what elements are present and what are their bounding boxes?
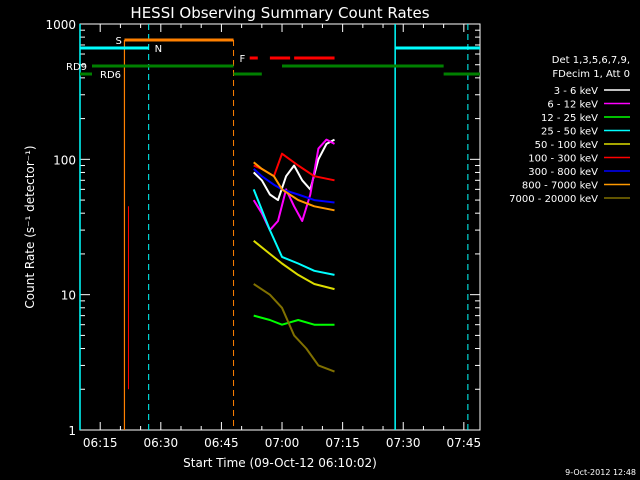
legend-header-1: Det 1,3,5,6,7,9, xyxy=(552,55,630,66)
legend: Det 1,3,5,6,7,9, FDecim 1, Att 0 3 - 6 k… xyxy=(509,55,630,205)
series-group xyxy=(252,138,335,373)
flag-label-f: F xyxy=(240,54,246,65)
legend-label: 7000 - 20000 keV xyxy=(509,194,598,205)
flag-label-n: N xyxy=(155,44,162,55)
legend-header-2: FDecim 1, Att 0 xyxy=(552,69,630,80)
legend-label: 3 - 6 keV xyxy=(554,86,598,97)
legend-label: 12 - 25 keV xyxy=(541,113,598,124)
y-axis: 1 10 100 1000 xyxy=(45,18,480,438)
x-axis: 06:15 06:30 06:45 07:00 07:15 07:30 07:45 xyxy=(79,24,482,450)
series-line-8 xyxy=(253,283,335,373)
x-tick-label: 07:15 xyxy=(325,436,360,450)
series-line-2 xyxy=(253,314,335,326)
x-tick-label: 06:30 xyxy=(144,436,179,450)
legend-label: 25 - 50 keV xyxy=(541,127,598,138)
plot-frame xyxy=(79,23,481,431)
x-tick-label: 07:00 xyxy=(265,436,300,450)
status-flags: S N F RD9 RD6 xyxy=(66,24,480,430)
flag-label-s: S xyxy=(115,36,121,47)
legend-label: 100 - 300 keV xyxy=(528,154,598,165)
flag-label-rd6: RD6 xyxy=(100,70,121,81)
x-tick-label: 06:15 xyxy=(83,436,118,450)
legend-label: 300 - 800 keV xyxy=(528,167,598,178)
y-tick-label: 1000 xyxy=(45,18,76,32)
y-axis-label: Count Rate (s⁻¹ detector⁻¹) xyxy=(23,145,37,308)
series-line-4 xyxy=(253,240,335,291)
series-line-3 xyxy=(252,189,335,276)
x-tick-label: 07:45 xyxy=(447,436,482,450)
legend-label: 50 - 100 keV xyxy=(535,140,599,151)
legend-label: 800 - 7000 keV xyxy=(522,181,598,192)
legend-label: 6 - 12 keV xyxy=(547,100,598,111)
y-tick-label: 1 xyxy=(68,424,76,438)
plot-area xyxy=(79,23,481,431)
y-tick-label: 100 xyxy=(53,153,76,167)
y-tick-label: 10 xyxy=(61,289,76,303)
x-axis-label: Start Time (09-Oct-12 06:10:02) xyxy=(183,456,377,470)
x-tick-label: 07:30 xyxy=(386,436,421,450)
chart-title: HESSI Observing Summary Count Rates xyxy=(130,4,429,22)
series-line-7 xyxy=(253,161,335,212)
flag-label-rd9: RD9 xyxy=(66,62,87,73)
footer-timestamp: 9-Oct-2012 12:48 xyxy=(565,468,636,477)
series-line-0 xyxy=(253,138,335,202)
x-tick-label: 06:45 xyxy=(204,436,239,450)
